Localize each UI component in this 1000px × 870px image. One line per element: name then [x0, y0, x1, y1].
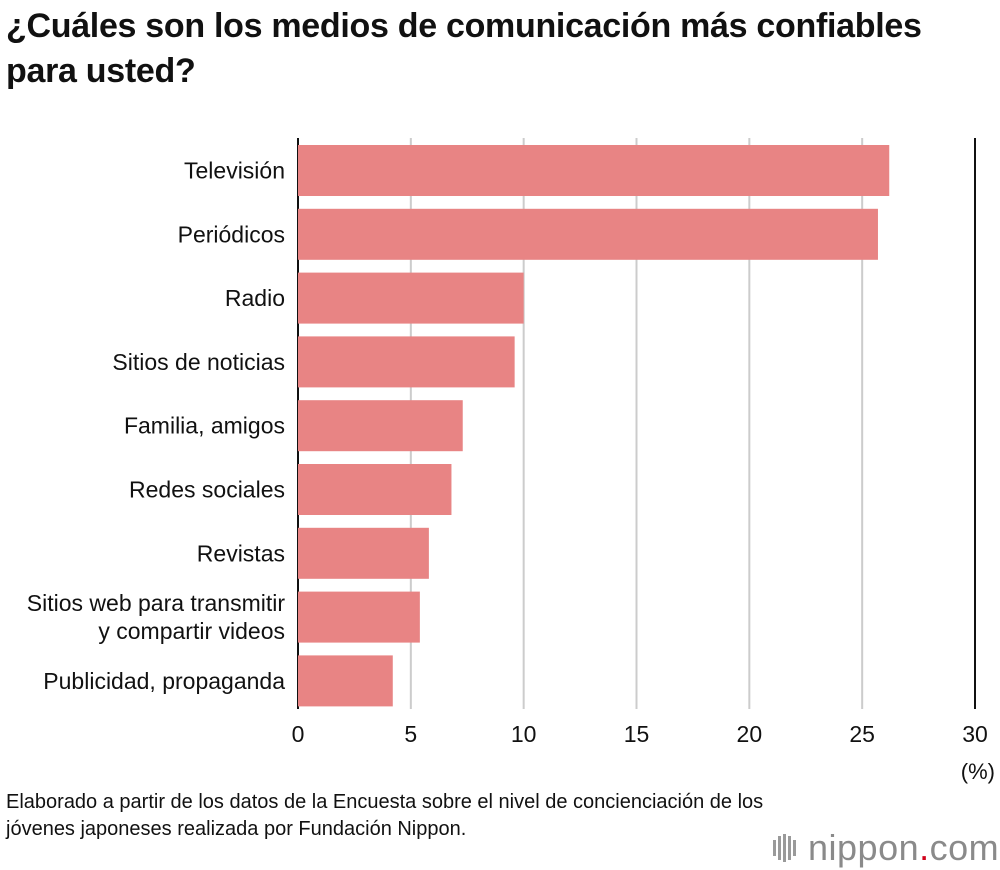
category-label-6: Revistas — [197, 540, 285, 566]
category-label-3: Sitios de noticias — [112, 349, 285, 375]
category-label-8: Publicidad, propaganda — [43, 668, 285, 694]
category-label-7-line-0: Sitios web para transmitir — [27, 590, 286, 616]
bar-1 — [298, 208, 878, 260]
x-tick-label-20: 20 — [737, 721, 763, 747]
x-tick-label-5: 5 — [404, 721, 417, 747]
bar-4 — [298, 400, 463, 452]
x-tick-label-30: 30 — [962, 721, 988, 747]
brand-name-main: nippon — [808, 827, 920, 868]
source-note: Elaborado a partir de los datos de la En… — [6, 791, 764, 840]
nippon-logo-icon — [773, 834, 796, 862]
category-label-2: Radio — [225, 285, 285, 311]
x-tick-label-15: 15 — [624, 721, 650, 747]
brand-name: nippon.com — [808, 828, 999, 868]
x-axis-ticks: 0 5 10 15 20 25 30 — [292, 721, 988, 747]
category-label-0: Televisión — [184, 158, 285, 184]
chart-title: ¿Cuáles son los medios de comunicación m… — [6, 7, 922, 90]
bar-0 — [298, 145, 890, 196]
category-label-5: Redes sociales — [129, 477, 285, 503]
brand-tld: com — [929, 827, 1000, 868]
brand-dot: . — [919, 827, 930, 868]
category-label-1: Periódicos — [178, 221, 285, 247]
bar-2 — [298, 272, 524, 324]
x-tick-label-0: 0 — [292, 721, 305, 747]
x-tick-label-25: 25 — [849, 721, 875, 747]
bar-chart: Televisión Periódicos Radio Sitios de notic… — [27, 138, 995, 784]
bars — [298, 145, 890, 707]
bar-5 — [298, 464, 452, 515]
category-label-4: Familia, amigos — [124, 413, 285, 439]
category-label-7-line-1: y compartir videos — [98, 618, 285, 644]
x-axis-unit: (%) — [961, 759, 995, 784]
bar-7 — [298, 591, 420, 643]
x-tick-label-10: 10 — [511, 721, 537, 747]
brand-logo[interactable]: nippon.com — [772, 826, 999, 870]
bar-8 — [298, 655, 393, 707]
category-labels: Televisión Periódicos Radio Sitios de notic… — [27, 158, 286, 694]
bar-6 — [298, 527, 429, 579]
bar-3 — [298, 336, 515, 388]
